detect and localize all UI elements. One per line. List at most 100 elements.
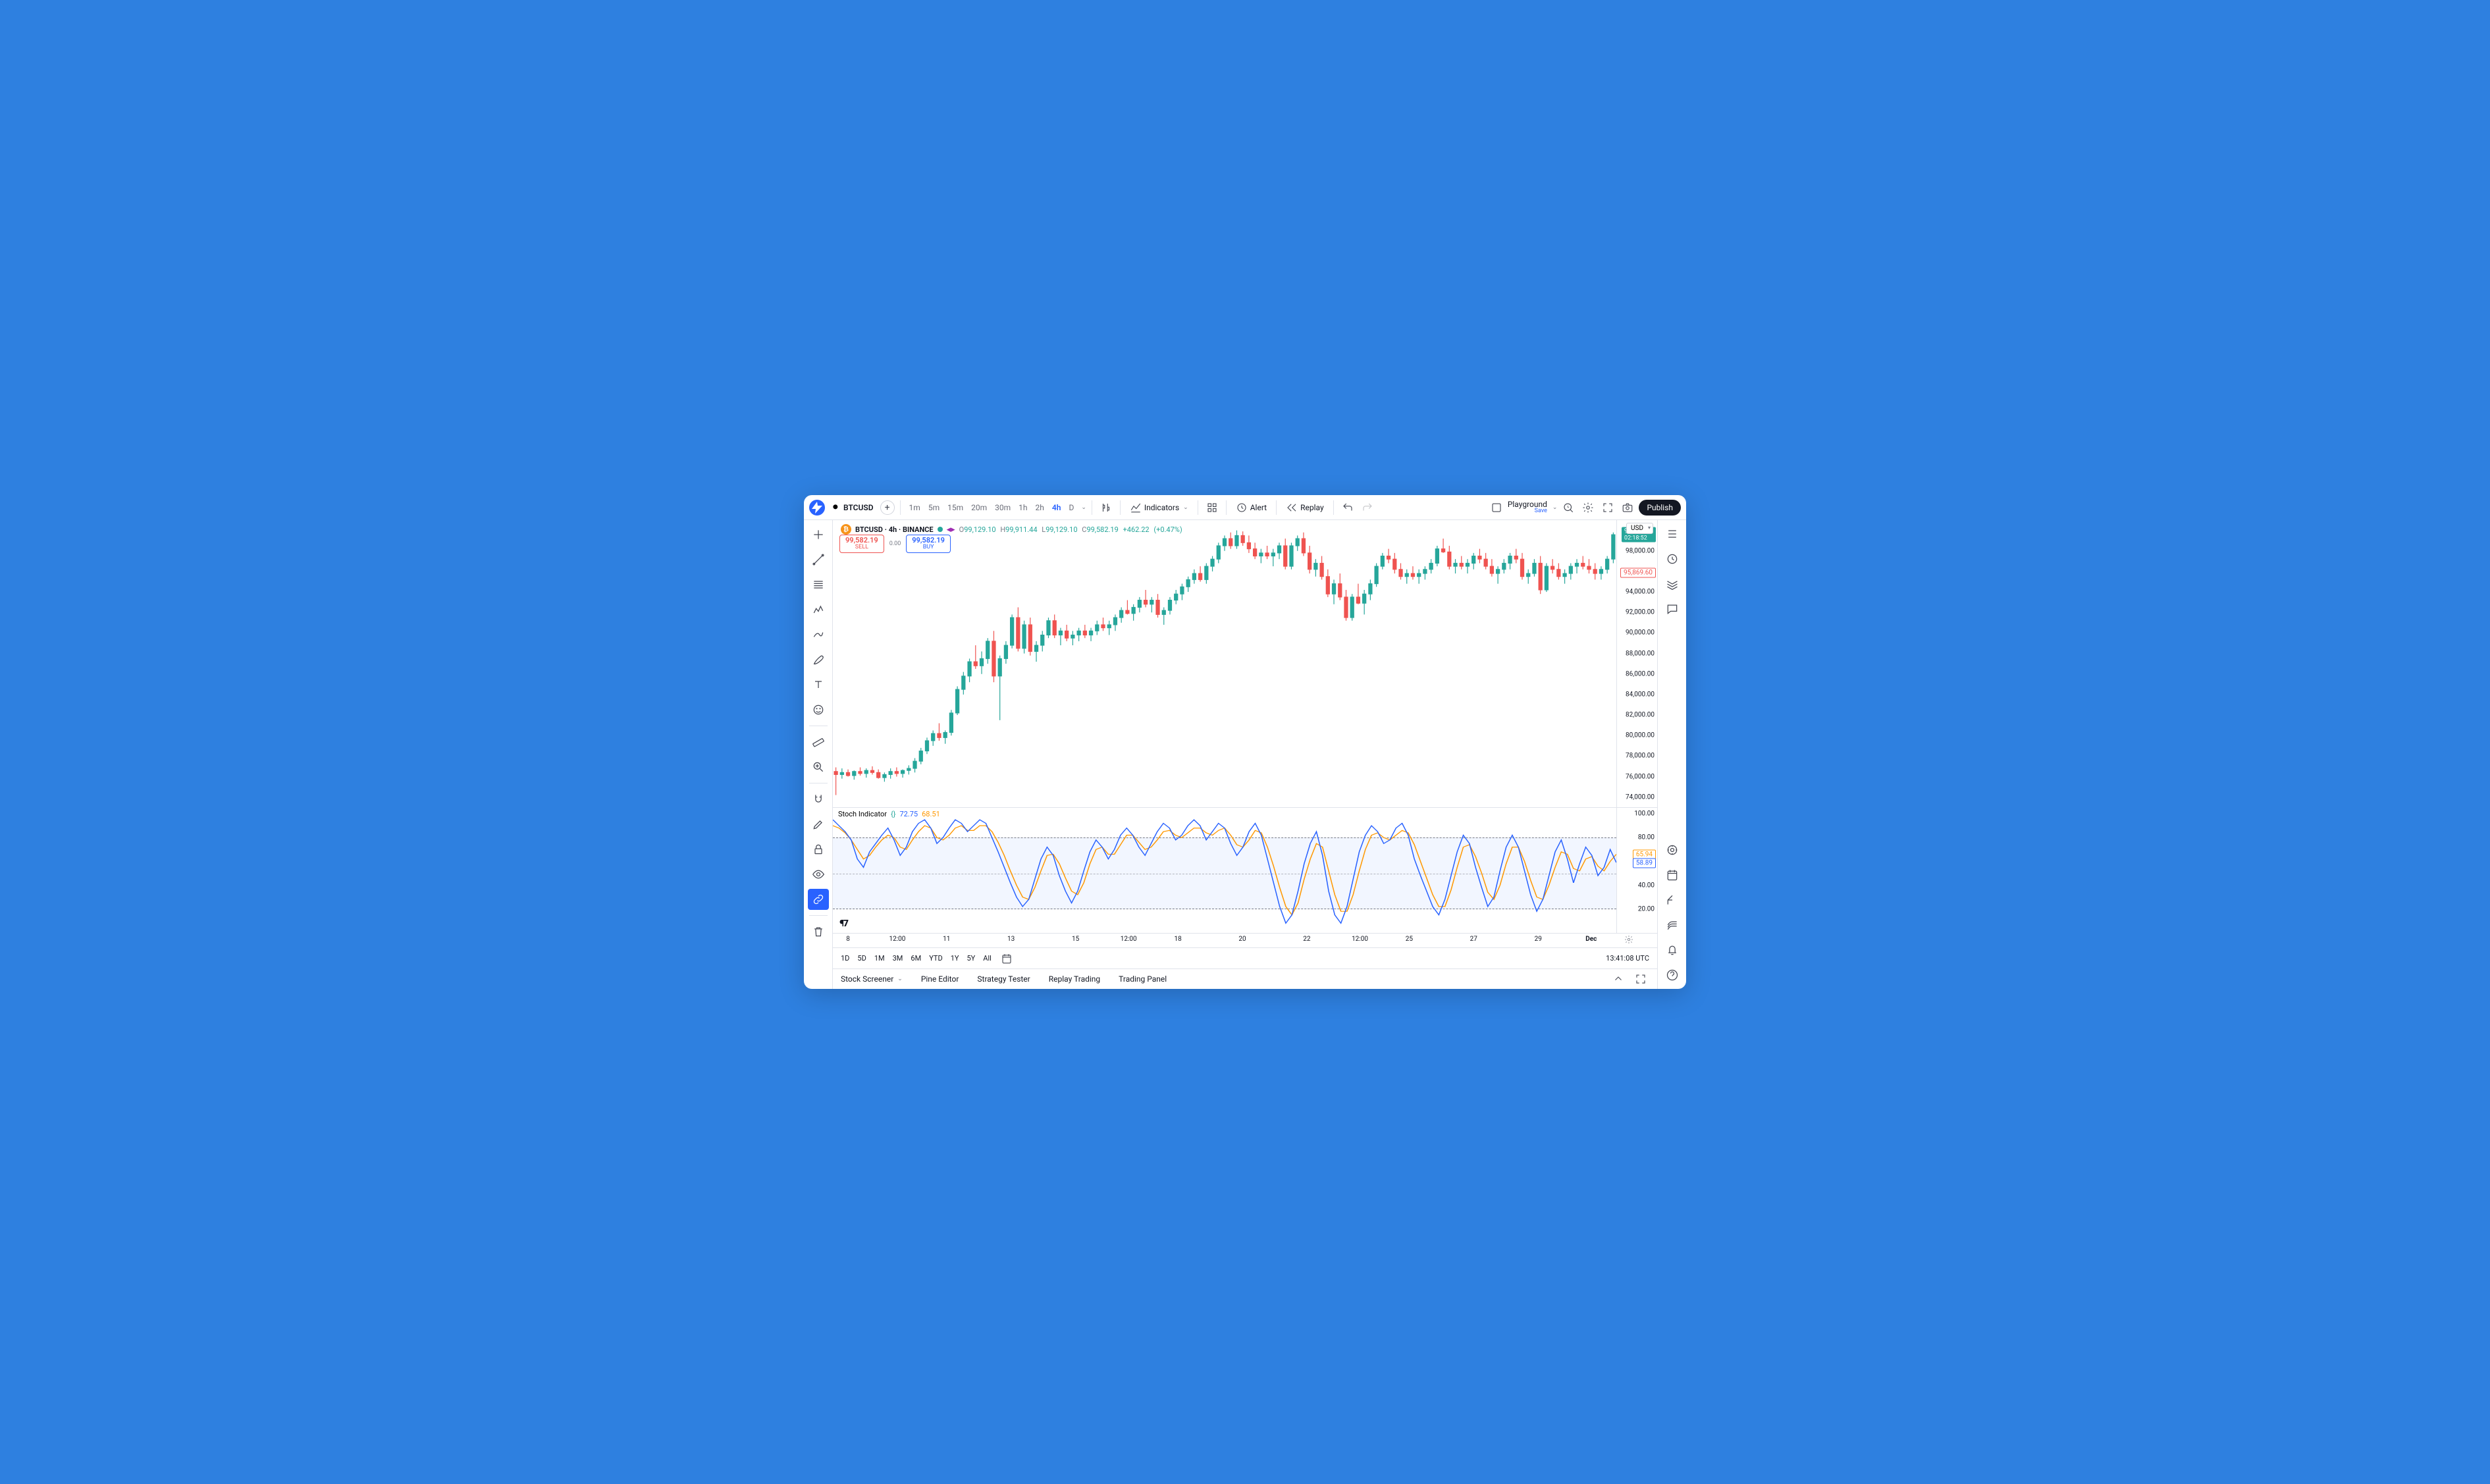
help-button[interactable] xyxy=(1662,965,1682,985)
stoch-axis[interactable]: 100.0080.0040.0020.0065.9458.89 xyxy=(1616,808,1657,933)
replay-button[interactable]: Replay xyxy=(1282,499,1328,516)
range-YTD[interactable]: YTD xyxy=(929,954,942,963)
fullscreen-button[interactable] xyxy=(1599,499,1616,516)
range-6M[interactable]: 6M xyxy=(911,954,921,963)
fib-tool[interactable] xyxy=(808,574,829,595)
bottom-panel-tabs: Stock Screener⌄ Pine Editor Strategy Teste… xyxy=(833,969,1657,989)
timeframe-30m[interactable]: 30m xyxy=(992,500,1014,515)
emoji-tool[interactable] xyxy=(808,699,829,720)
tv-logo: ¶7 xyxy=(839,918,848,929)
range-1Y[interactable]: 1Y xyxy=(951,954,959,963)
code-icon: {} xyxy=(891,810,895,818)
drawing-toolbar xyxy=(804,520,833,989)
edit-tool[interactable] xyxy=(808,814,829,835)
symbol-search[interactable]: BTCUSD xyxy=(828,503,878,512)
chart-style-button[interactable] xyxy=(1098,499,1115,516)
buy-button[interactable]: 99,582.19 BUY xyxy=(906,535,951,553)
trendline-tool[interactable] xyxy=(808,549,829,570)
forecast-tool[interactable] xyxy=(808,624,829,645)
text-tool[interactable] xyxy=(808,674,829,695)
measure-tool[interactable] xyxy=(808,731,829,753)
price-axis[interactable]: 100,000.0098,000.0096,000.0094,000.0092,… xyxy=(1616,520,1657,807)
zoom-tool[interactable] xyxy=(808,756,829,778)
settings-button[interactable] xyxy=(1579,499,1597,516)
trash-tool[interactable] xyxy=(808,921,829,942)
stoch-d-value: 68.51 xyxy=(922,810,940,818)
timeframe-1m[interactable]: 1m xyxy=(906,500,924,515)
lock-tool[interactable] xyxy=(808,839,829,860)
timeframe-2h[interactable]: 2h xyxy=(1032,500,1047,515)
indicators-button[interactable]: Indicators⌄ xyxy=(1126,499,1192,516)
layout-grid-button[interactable] xyxy=(1204,499,1221,516)
logo-icon[interactable] xyxy=(809,500,825,516)
redo-button[interactable] xyxy=(1359,499,1376,516)
alert-button[interactable]: Alert xyxy=(1232,499,1271,516)
currency-selector[interactable]: USD xyxy=(1626,523,1653,534)
trade-buttons: 99,582.19 SELL 0.00 99,582.19 BUY xyxy=(839,535,951,553)
quick-search-button[interactable] xyxy=(1560,499,1577,516)
cursor-tool[interactable] xyxy=(808,524,829,545)
pattern-tool[interactable] xyxy=(808,599,829,620)
magnet-tool[interactable] xyxy=(808,789,829,810)
hotlists-button[interactable] xyxy=(1662,574,1682,594)
time-label: 22 xyxy=(1303,936,1310,943)
panel-tab-trading-panel[interactable]: Trading Panel xyxy=(1119,974,1167,984)
link-tool[interactable] xyxy=(808,889,829,910)
timeframe-D[interactable]: D xyxy=(1065,500,1077,515)
spread-value: 0.00 xyxy=(889,541,901,547)
snapshot-button[interactable] xyxy=(1619,499,1636,516)
stream-button[interactable] xyxy=(1662,915,1682,935)
price-tick: 88,000.00 xyxy=(1626,650,1655,657)
time-axis[interactable]: 812:0011131512:0018202212:00252729Dec xyxy=(833,934,1657,948)
panel-collapse-button[interactable] xyxy=(1610,970,1627,988)
object-tree-button[interactable] xyxy=(1662,890,1682,910)
main-area: ₿ BTCUSD · 4h · BINANCE ◂▸ O99,129.10 H9… xyxy=(804,520,1686,989)
price-pane[interactable]: 100,000.0098,000.0096,000.0094,000.0092,… xyxy=(833,520,1657,808)
panel-maximize-button[interactable] xyxy=(1632,970,1649,988)
timeframe-15m[interactable]: 15m xyxy=(944,500,967,515)
time-settings-icon[interactable] xyxy=(1624,935,1633,946)
time-label: 29 xyxy=(1535,936,1542,943)
tf-more-icon[interactable]: ⌄ xyxy=(1081,504,1086,511)
range-All[interactable]: All xyxy=(983,954,992,963)
range-5D[interactable]: 5D xyxy=(857,954,866,963)
range-5Y[interactable]: 5Y xyxy=(967,954,975,963)
timeframe-4h[interactable]: 4h xyxy=(1049,500,1065,515)
stoch-pane[interactable]: Stoch Indicator {} 72.75 68.51 100.0080.… xyxy=(833,808,1657,934)
chat-button[interactable] xyxy=(1662,599,1682,619)
layout-name[interactable]: Playground Save ⌄ xyxy=(1508,500,1558,514)
goto-date-button[interactable] xyxy=(998,950,1015,967)
panel-tab-pine-editor[interactable]: Pine Editor xyxy=(921,974,959,984)
time-label: 18 xyxy=(1174,936,1181,943)
undo-button[interactable] xyxy=(1339,499,1356,516)
range-3M[interactable]: 3M xyxy=(893,954,903,963)
calendar-button[interactable] xyxy=(1662,865,1682,885)
visibility-tool[interactable] xyxy=(808,864,829,885)
flag-icon: ◂▸ xyxy=(947,525,955,535)
time-label: 13 xyxy=(1007,936,1015,943)
panel-tab-replay-trading[interactable]: Replay Trading xyxy=(1049,974,1100,984)
range-1D[interactable]: 1D xyxy=(841,954,849,963)
time-label: 27 xyxy=(1470,936,1477,943)
price-tick: 92,000.00 xyxy=(1626,609,1655,616)
timeframe-1h[interactable]: 1h xyxy=(1015,500,1030,515)
market-open-dot xyxy=(938,527,943,532)
time-label: 12:00 xyxy=(1121,936,1137,943)
add-symbol-button[interactable]: + xyxy=(880,500,895,515)
panel-tab-strategy-tester[interactable]: Strategy Tester xyxy=(977,974,1030,984)
layout-button[interactable] xyxy=(1488,499,1505,516)
sell-button[interactable]: 99,582.19 SELL xyxy=(839,535,884,553)
watchlist-button[interactable] xyxy=(1662,524,1682,544)
gauge-button[interactable] xyxy=(1662,840,1682,860)
panel-tab-stock-screener[interactable]: Stock Screener⌄ xyxy=(841,974,903,984)
time-label: Dec xyxy=(1585,936,1597,943)
publish-button[interactable]: Publish xyxy=(1639,500,1681,516)
notifications-button[interactable] xyxy=(1662,940,1682,960)
price-tick: 94,000.00 xyxy=(1626,589,1655,596)
range-1M[interactable]: 1M xyxy=(874,954,885,963)
price-tick: 90,000.00 xyxy=(1626,629,1655,637)
alerts-panel-button[interactable] xyxy=(1662,549,1682,569)
brush-tool[interactable] xyxy=(808,649,829,670)
timeframe-20m[interactable]: 20m xyxy=(968,500,990,515)
timeframe-5m[interactable]: 5m xyxy=(925,500,943,515)
